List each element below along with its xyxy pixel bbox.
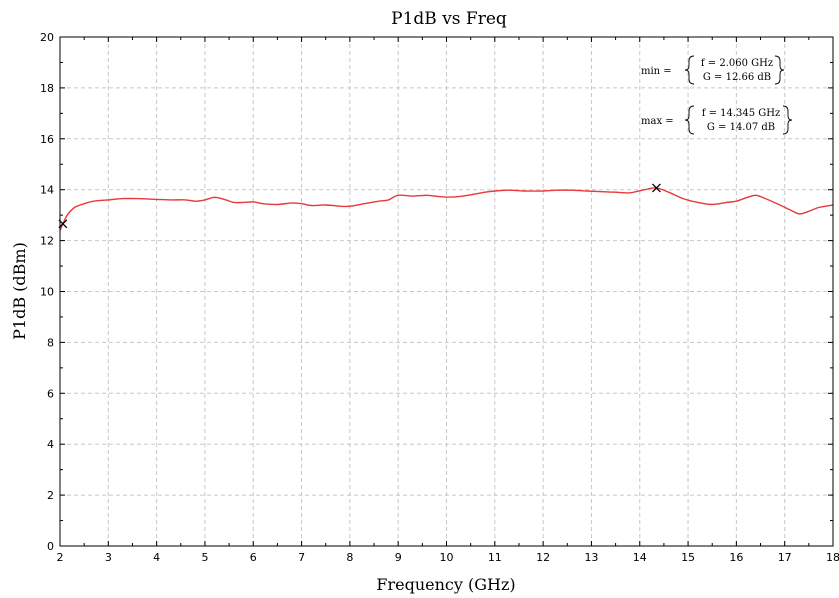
x-tick-label: 16: [729, 551, 743, 564]
y-tick-label: 12: [40, 235, 54, 248]
x-tick-label: 14: [633, 551, 647, 564]
min-left-brace: [684, 55, 695, 85]
max-annotation-gain: G = 14.07 dB: [707, 122, 775, 133]
x-tick-label: 7: [298, 551, 305, 564]
y-tick-label: 20: [40, 31, 54, 44]
max-annotation-freq: f = 14.345 GHz: [702, 108, 781, 119]
y-tick-label: 10: [40, 286, 54, 299]
x-tick-label: 2: [57, 551, 64, 564]
y-tick-label: 18: [40, 82, 54, 95]
x-tick-label: 6: [250, 551, 257, 564]
min-right-brace: [774, 55, 785, 85]
x-tick-label: 3: [105, 551, 112, 564]
x-tick-label: 12: [536, 551, 550, 564]
x-tick-labels: 2 3 4 5 6 7 8 9 10 11 12 13 14 15 16 17 18: [57, 551, 839, 564]
max-left-brace: [684, 105, 695, 135]
x-axis-label: Frequency (GHz): [376, 575, 515, 594]
min-annotation-freq: f = 2.060 GHz: [701, 58, 773, 69]
y-tick-label: 16: [40, 133, 54, 146]
x-tick-label: 11: [488, 551, 502, 564]
x-tick-label: 18: [826, 551, 839, 564]
y-tick-label: 2: [47, 489, 54, 502]
x-tick-label: 15: [681, 551, 695, 564]
y-tick-label: 4: [47, 438, 54, 451]
grid-lines: [60, 37, 833, 546]
x-tick-label: 5: [201, 551, 208, 564]
x-tick-label: 4: [153, 551, 160, 564]
x-tick-label: 9: [395, 551, 402, 564]
y-tick-label: 8: [47, 336, 54, 349]
x-tick-label: 8: [346, 551, 353, 564]
max-marker: [651, 183, 661, 193]
y-tick-label: 14: [40, 184, 54, 197]
max-annotation-label: max =: [641, 116, 674, 127]
y-tick-labels: 0 2 4 6 8 10 12 14 16 18 20: [40, 31, 54, 553]
chart-title: P1dB vs Freq: [391, 9, 507, 29]
y-tick-label: 6: [47, 387, 54, 400]
y-tick-label: 0: [47, 540, 54, 553]
x-tick-label: 17: [778, 551, 792, 564]
y-axis-label: P1dB (dBm): [10, 242, 29, 340]
max-annotation: max = f = 14.345 GHz G = 14.07 dB: [641, 105, 793, 135]
x-tick-label: 10: [440, 551, 454, 564]
min-annotation-gain: G = 12.66 dB: [703, 72, 771, 83]
x-tick-label: 13: [584, 551, 598, 564]
min-annotation: min = f = 2.060 GHz G = 12.66 dB: [641, 55, 785, 85]
p1db-series-line: [59, 187, 834, 231]
max-right-brace: [782, 105, 793, 135]
min-annotation-label: min =: [641, 66, 672, 77]
axis-ticks: [59, 36, 834, 547]
